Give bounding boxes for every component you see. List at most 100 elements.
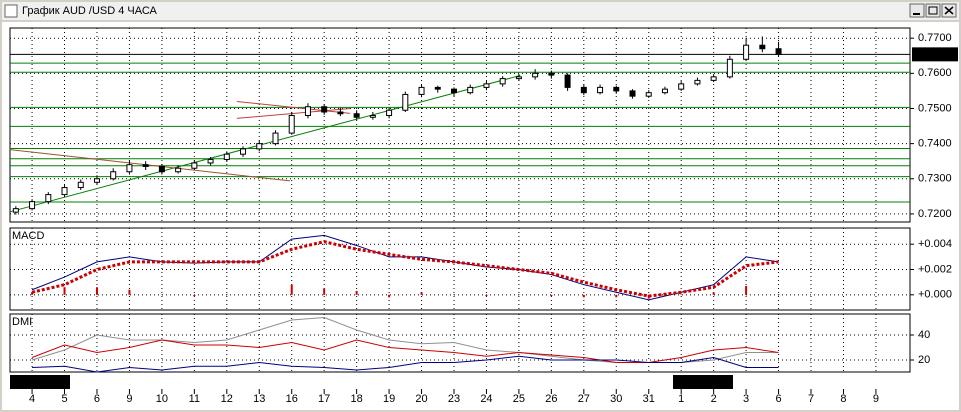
candle-body [678,83,685,90]
x-tick-label: 9 [873,393,879,405]
series-line [31,234,779,301]
candle-body [726,58,733,78]
x-tick-label: 30 [610,393,622,405]
candle-body [418,86,425,95]
x-tick-label: 31 [643,393,655,405]
candle-body [613,86,620,92]
panel-title: MACD [12,230,44,242]
candle-body [77,181,84,189]
trend-line [236,107,351,119]
candle-body [256,143,263,150]
panel-title: DMI [12,316,32,328]
candle-body [369,115,376,118]
candle-body [775,48,782,55]
x-tick-label: 4 [29,393,35,405]
month-label: Янв 2017 [15,376,62,388]
candle-body [240,148,247,155]
candle-body [386,109,393,117]
x-tick-label: 27 [578,393,590,405]
candle-body [743,44,750,60]
candle-body [645,92,652,97]
candle-body [142,164,149,167]
y-tick-label: 40 [918,329,930,341]
trend-line [9,149,291,182]
candle-body [158,165,165,173]
x-tick-label: 11 [189,393,200,405]
candle-body [321,106,328,113]
window-title: График AUD /USD 4 ЧАСА [22,5,158,17]
last-price-box [912,47,958,62]
panel-frame [9,313,911,373]
x-tick-label: 16 [286,393,298,405]
candle-body [61,187,68,196]
y-tick-label: +0.004 [918,238,952,250]
trend-line [9,74,521,213]
x-tick-label: 17 [318,393,330,405]
candle-body [629,90,636,97]
month-label-box [10,375,70,389]
x-tick-label: 9 [126,393,132,405]
x-tick-label: 10 [156,393,168,405]
candle-body [467,86,474,94]
candle-body [580,86,587,94]
trend-line [236,100,351,114]
series-line [31,240,779,298]
candle-body [288,115,295,134]
x-tick-label: 20 [415,393,427,405]
title-bar [2,2,959,20]
x-tick-label: 6 [775,393,781,405]
y-tick-label: 0.7700 [918,32,952,44]
candle-body [597,86,604,94]
y-tick-label: 20 [918,354,930,366]
x-tick-label: 1 [678,393,684,405]
month-label: Фев 2017 [678,376,726,388]
candle-body [175,167,182,173]
x-tick-label: 23 [448,393,460,405]
x-tick-label: 8 [840,393,846,405]
candle-body [191,162,198,169]
candle-body [402,93,409,111]
candle-body [93,178,100,183]
candle-body [450,88,457,94]
candle-body [12,208,19,213]
y-tick-label: 0.7300 [918,173,952,185]
candle-body [483,83,490,88]
y-tick-label: 0.7500 [918,102,952,114]
candle-body [434,86,441,90]
candle-body [548,72,555,76]
y-tick-label: +0.000 [918,289,952,301]
x-tick-label: 6 [94,393,100,405]
x-tick-label: 24 [480,393,492,405]
candle-body [661,88,668,94]
panel-frame [9,27,911,223]
y-tick-label: 0.7600 [918,67,952,79]
x-tick-label: 13 [253,393,265,405]
y-tick-label: 0.7400 [918,138,952,150]
candle-body [272,132,279,145]
maximize-icon [928,6,938,15]
candle-body [110,171,117,180]
x-tick-label: 2 [711,393,717,405]
close-icon [944,6,954,15]
candle-body [499,78,506,85]
series-line [31,339,779,363]
month-label-box [673,375,733,389]
candle-body [564,74,571,88]
candle-body [694,79,701,85]
candle-body [759,44,766,50]
x-tick-label: 19 [383,393,395,405]
minimize-button[interactable] [909,3,925,18]
y-tick-label: +0.002 [918,263,952,275]
maximize-button[interactable] [925,3,941,18]
x-tick-label: 7 [808,393,814,405]
candle-body [45,194,52,203]
window-icon [4,4,18,18]
x-tick-label: 12 [221,393,233,405]
series-line [32,355,779,373]
candle-body [29,201,36,210]
x-tick-label: 3 [743,393,749,405]
x-tick-label: 5 [61,393,67,405]
candle-body [532,72,539,78]
